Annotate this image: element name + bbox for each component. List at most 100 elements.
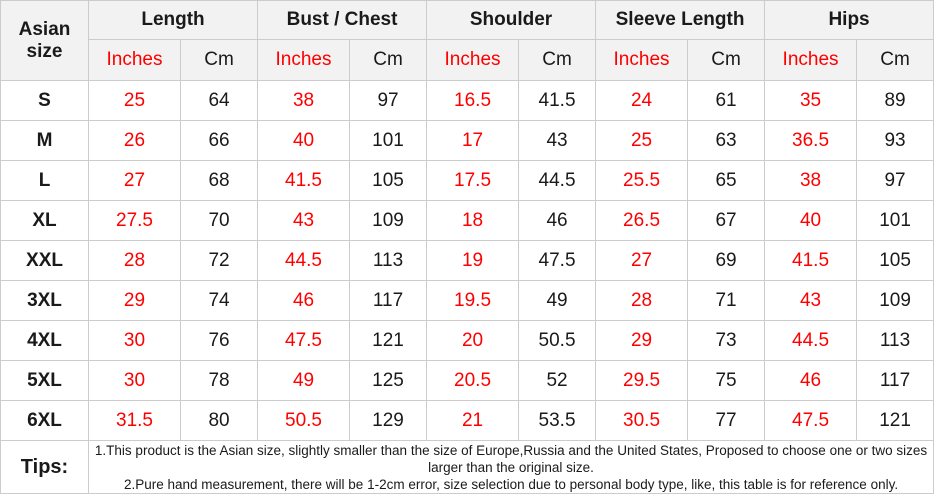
measurement-cell: 65 [687, 160, 766, 201]
measurement-cell: 49 [518, 280, 597, 321]
measurement-cell: 31.5 [88, 400, 181, 441]
table-row-m: M 26 66 40 101 17 43 25 63 36.5 93 [0, 120, 934, 161]
measurement-cell: 25 [88, 80, 181, 121]
measurement-cell: 18 [426, 200, 520, 241]
unit-header-inches: Inches [764, 39, 858, 81]
measurement-cell: 46 [518, 200, 597, 241]
size-cell: 4XL [0, 320, 89, 361]
measurement-cell: 125 [349, 360, 428, 401]
measurement-cell: 47.5 [764, 400, 858, 441]
table-row-6xl: 6XL 31.5 80 50.5 129 21 53.5 30.5 77 47.… [0, 400, 934, 441]
measurement-cell: 38 [257, 80, 351, 121]
measurement-cell: 41.5 [518, 80, 597, 121]
measurement-cell: 49 [257, 360, 351, 401]
tips-line-2: 2.Pure hand measurement, there will be 1… [123, 476, 899, 492]
measurement-cell: 35 [764, 80, 858, 121]
measurement-cell: 72 [179, 240, 259, 281]
group-header-length: Length [87, 0, 259, 40]
unit-header-cm: Cm [179, 39, 259, 81]
measurement-cell: 80 [179, 400, 259, 441]
measurement-cell: 46 [764, 360, 858, 401]
measurement-cell: 109 [856, 280, 934, 321]
measurement-cell: 53.5 [518, 400, 597, 441]
measurement-cell: 27 [595, 240, 689, 281]
table-row-s: S 25 64 38 97 16.5 41.5 24 61 35 89 [0, 80, 934, 121]
measurement-cell: 27.5 [88, 200, 181, 241]
size-cell: 3XL [0, 280, 89, 321]
measurement-cell: 69 [687, 240, 766, 281]
unit-header-inches: Inches [595, 39, 689, 81]
measurement-cell: 93 [856, 120, 934, 161]
measurement-cell: 41.5 [764, 240, 858, 281]
tips-row: Tips: 1.This product is the Asian size, … [0, 440, 934, 494]
measurement-cell: 97 [856, 160, 934, 201]
measurement-cell: 44.5 [518, 160, 597, 201]
header-group-row: Asian size Length Bust / Chest Shoulder … [0, 0, 934, 81]
measurement-cell: 66 [179, 120, 259, 161]
measurement-cell: 105 [349, 160, 428, 201]
measurement-cell: 113 [349, 240, 428, 281]
measurement-cell: 121 [349, 320, 428, 361]
table-row-4xl: 4XL 30 76 47.5 121 20 50.5 29 73 44.5 11… [0, 320, 934, 361]
measurement-cell: 46 [257, 280, 351, 321]
measurement-cell: 16.5 [426, 80, 520, 121]
measurement-cell: 26 [88, 120, 181, 161]
unit-header-inches: Inches [257, 39, 351, 81]
measurement-cell: 25.5 [595, 160, 689, 201]
measurement-cell: 89 [856, 80, 934, 121]
unit-header-cm: Cm [856, 39, 934, 81]
measurement-cell: 74 [179, 280, 259, 321]
measurement-cell: 17 [426, 120, 520, 161]
measurement-cell: 70 [179, 200, 259, 241]
measurement-cell: 44.5 [764, 320, 858, 361]
measurement-cell: 101 [349, 120, 428, 161]
measurement-cell: 36.5 [764, 120, 858, 161]
group-header-hips: Hips [764, 0, 934, 40]
table-row-l: L 27 68 41.5 105 17.5 44.5 25.5 65 38 97 [0, 160, 934, 201]
size-cell: 6XL [0, 400, 89, 441]
measurement-cell: 105 [856, 240, 934, 281]
tips-line-1: 1.This product is the Asian size, slight… [94, 442, 928, 475]
unit-header-inches: Inches [88, 39, 181, 81]
table-row-xl: XL 27.5 70 43 109 18 46 26.5 67 40 101 [0, 200, 934, 241]
group-header-bust-chest: Bust / Chest [257, 0, 428, 40]
measurement-cell: 19 [426, 240, 520, 281]
measurement-cell: 50.5 [257, 400, 351, 441]
measurement-cell: 76 [179, 320, 259, 361]
measurement-cell: 26.5 [595, 200, 689, 241]
measurement-cell: 21 [426, 400, 520, 441]
measurement-cell: 97 [349, 80, 428, 121]
measurement-cell: 30.5 [595, 400, 689, 441]
table-row-xxl: XXL 28 72 44.5 113 19 47.5 27 69 41.5 10… [0, 240, 934, 281]
corner-header: Asian size [0, 0, 89, 81]
unit-header-cm: Cm [687, 39, 766, 81]
measurement-cell: 44.5 [257, 240, 351, 281]
measurement-cell: 121 [856, 400, 934, 441]
measurement-cell: 67 [687, 200, 766, 241]
table-row-5xl: 5XL 30 78 49 125 20.5 52 29.5 75 46 117 [0, 360, 934, 401]
measurement-cell: 63 [687, 120, 766, 161]
measurement-cell: 30 [88, 320, 181, 361]
measurement-cell: 64 [179, 80, 259, 121]
measurement-cell: 113 [856, 320, 934, 361]
measurement-cell: 68 [179, 160, 259, 201]
header-unit-row: Inches Cm Inches Cm Inches Cm Inches Cm … [1, 39, 934, 81]
measurement-cell: 43 [764, 280, 858, 321]
measurement-cell: 20 [426, 320, 520, 361]
measurement-cell: 29 [595, 320, 689, 361]
group-header-sleeve-length: Sleeve Length [595, 0, 766, 40]
measurement-cell: 28 [88, 240, 181, 281]
measurement-cell: 25 [595, 120, 689, 161]
measurement-cell: 17.5 [426, 160, 520, 201]
measurement-cell: 24 [595, 80, 689, 121]
measurement-cell: 61 [687, 80, 766, 121]
tips-text: 1.This product is the Asian size, slight… [87, 440, 934, 494]
size-cell: M [0, 120, 89, 161]
measurement-cell: 29 [88, 280, 181, 321]
measurement-cell: 75 [687, 360, 766, 401]
measurement-cell: 117 [349, 280, 428, 321]
unit-header-cm: Cm [518, 39, 597, 81]
measurement-cell: 71 [687, 280, 766, 321]
size-cell: S [0, 80, 89, 121]
